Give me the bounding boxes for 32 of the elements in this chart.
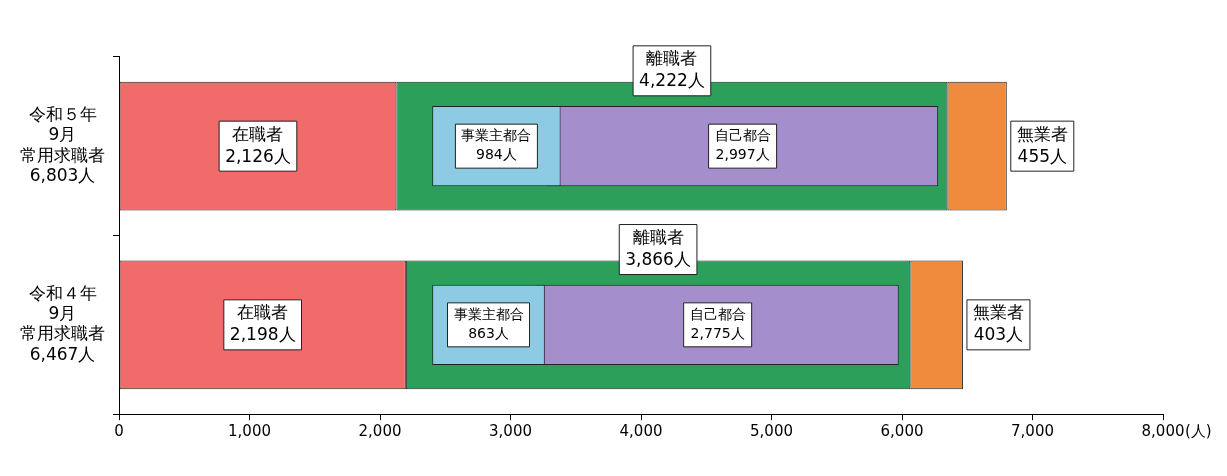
text: 離職者 [646,48,698,69]
series-label: 事業主都合 [453,305,524,322]
x-tick-label: 1,000 [228,422,271,441]
data-label: 2,997人 [715,146,770,163]
x-tick-label: 3,000 [489,422,532,441]
x-tick-label: 0 [114,422,124,441]
text: 事業主都合 [461,127,532,144]
data-label: 984人 [476,146,517,163]
text: 自己都合 [689,305,746,322]
data-label: 403人 [973,324,1024,345]
data-label: 2,198人 [229,324,296,345]
data-label: 863人 [468,324,509,341]
text: 無業者 [972,302,1024,323]
x-tick-label: 8,000 [1141,422,1185,441]
x-tick-label: 4,000 [619,422,663,441]
series-label: 在職者 [232,123,284,144]
data-label: 2,126人 [225,145,291,166]
x-tick-label: 2,000 [358,422,402,441]
data-label: 455人 [1017,145,1068,166]
series-label: 無業者 [1016,123,1068,144]
series-label: 自己都合 [714,127,771,144]
x-tick-label: 5,000 [750,422,793,441]
series-label: 離職者 [632,226,684,247]
y-tick-label: 令和４年9月常用求職者6,467人 [20,282,105,364]
y-tick-label: 令和５年9月常用求職者6,803人 [20,103,105,186]
x-tick-label: 7,000 [1011,422,1054,441]
x-axis-title: (人) [1185,421,1212,440]
text: 在職者 [237,302,289,323]
data-label: 4,222人 [639,70,705,91]
x-tick-label: 6,000 [880,422,924,441]
data-label: 2,775人 [690,324,745,341]
data-label: 3,866人 [625,248,691,269]
